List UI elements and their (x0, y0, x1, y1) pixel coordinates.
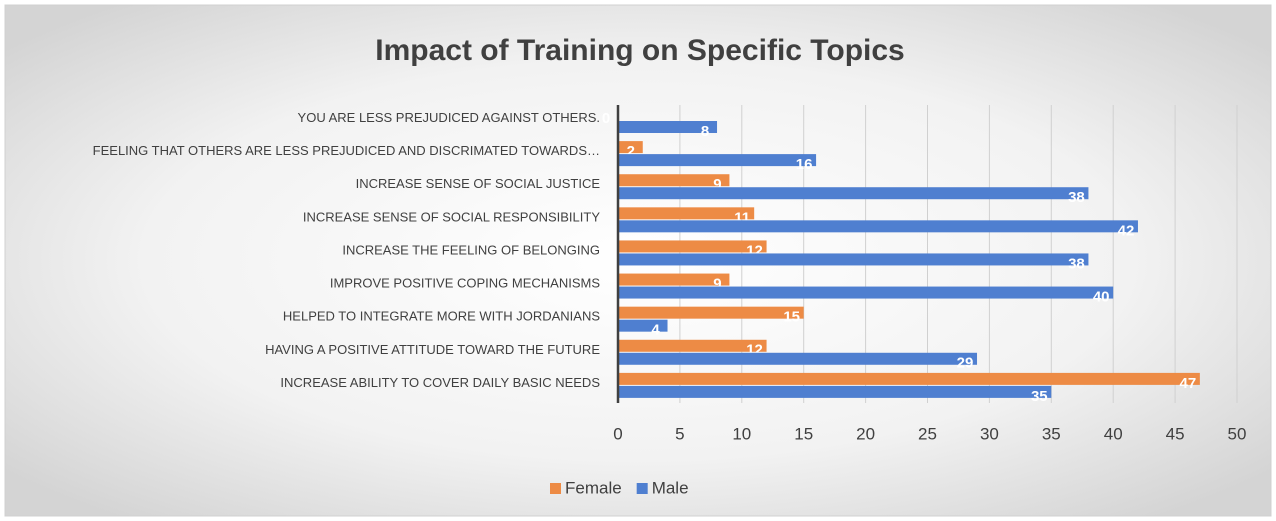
value-label: 47 (1180, 375, 1197, 392)
category-label: HELPED TO INTEGRATE MORE WITH JORDANIANS (283, 309, 600, 324)
x-tick-label: 30 (980, 424, 999, 443)
bar (618, 121, 718, 133)
bar (618, 174, 730, 187)
value-label: 0 (602, 110, 610, 127)
bar (618, 220, 1138, 233)
value-label: 40 (1093, 289, 1110, 306)
category-label: INCREASE THE FEELING OF BELONGING (342, 242, 600, 257)
value-label: 38 (1068, 189, 1085, 206)
x-tick-label: 50 (1228, 424, 1247, 443)
value-label: 15 (783, 309, 800, 326)
legend-label: Female (565, 478, 622, 497)
value-label: 8 (701, 123, 709, 140)
bar (618, 253, 1089, 266)
x-tick-label: 40 (1104, 424, 1123, 443)
x-tick-label: 25 (918, 424, 937, 443)
value-label: 42 (1118, 222, 1135, 239)
legend-label: Male (652, 478, 689, 497)
x-tick-label: 5 (675, 424, 684, 443)
x-tick-label: 10 (732, 424, 751, 443)
value-label: 29 (957, 355, 974, 372)
bar (618, 339, 767, 352)
category-label: INCREASE ABILITY TO COVER DAILY BASIC NE… (280, 375, 600, 390)
bar (618, 240, 767, 253)
category-label: INCREASE SENSE OF SOCIAL JUSTICE (356, 176, 601, 191)
legend-swatch (550, 483, 561, 494)
bar (618, 154, 817, 167)
bar (618, 141, 643, 154)
x-tick-label: 20 (856, 424, 875, 443)
category-label: IMPROVE POSITIVE COPING MECHANISMS (330, 276, 600, 291)
bar (618, 306, 804, 319)
bar (618, 286, 1114, 299)
x-tick-label: 35 (1042, 424, 1061, 443)
value-label: 38 (1068, 255, 1085, 272)
x-tick-label: 15 (794, 424, 813, 443)
bar (618, 385, 1052, 398)
legend-swatch (636, 483, 648, 494)
value-label: 16 (796, 156, 813, 173)
category-label: YOU ARE LESS PREJUDICED AGAINST OTHERS. (298, 110, 600, 125)
value-label: 9 (713, 276, 721, 293)
bar (618, 352, 978, 365)
x-tick-label: 0 (613, 424, 622, 443)
bar (618, 187, 1089, 200)
bar (618, 319, 668, 332)
category-label: FEELING THAT OTHERS ARE LESS PREJUDICED … (93, 143, 600, 158)
bar (618, 273, 730, 286)
bar (618, 372, 1200, 385)
category-label: INCREASE SENSE OF SOCIAL RESPONSIBILITY (303, 209, 600, 224)
chart-title: Impact of Training on Specific Topics (375, 34, 905, 67)
value-label: 9 (713, 176, 721, 193)
value-label: 35 (1031, 388, 1048, 405)
bar (618, 207, 755, 220)
value-label: 2 (627, 143, 635, 160)
value-label: 4 (651, 322, 660, 339)
category-label: HAVING A POSITIVE ATTITUDE TOWARD THE FU… (265, 342, 600, 357)
x-tick-label: 45 (1166, 424, 1185, 443)
